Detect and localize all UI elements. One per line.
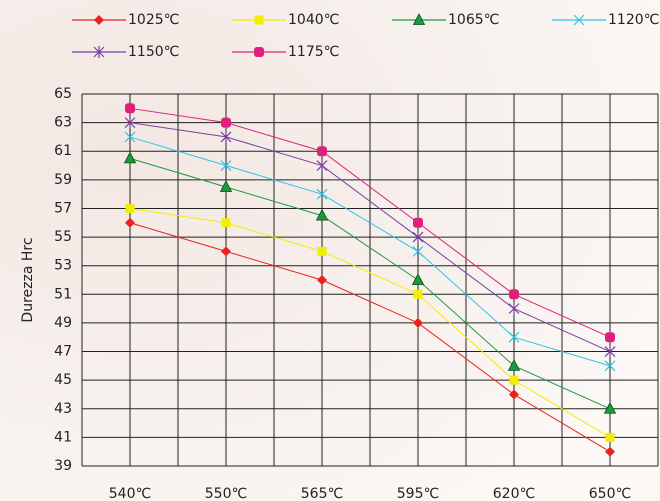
legend-marker [255,16,264,25]
y-tick-label: 53 [54,258,72,274]
data-point [317,146,327,156]
y-tick-label: 65 [54,86,72,102]
legend-label: 1025℃ [128,12,179,28]
data-point [606,433,615,442]
data-point [509,289,519,299]
data-point [510,376,519,385]
x-tick-label: 565℃ [301,486,343,501]
y-axis-label: Durezza Hrc [20,237,36,322]
data-point [222,218,231,227]
y-tick-label: 59 [54,172,72,188]
data-point [414,290,423,299]
y-tick-label: 61 [54,143,72,159]
x-tick-label: 550℃ [205,486,247,501]
data-point [221,118,231,128]
legend-label: 1120℃ [608,12,659,28]
data-point [125,103,135,113]
legend-label: 1040℃ [288,12,339,28]
legend-marker [254,47,264,57]
x-tick-label: 595℃ [397,486,439,501]
y-tick-label: 45 [54,372,72,388]
data-point [605,332,615,342]
y-tick-label: 57 [54,200,72,216]
y-tick-label: 47 [54,344,72,360]
y-tick-label: 63 [54,115,72,131]
background [0,0,660,501]
x-tick-label: 540℃ [109,486,151,501]
y-tick-label: 55 [54,229,72,245]
y-tick-label: 51 [54,286,72,302]
y-tick-label: 41 [54,429,72,445]
y-tick-label: 43 [54,401,72,417]
x-tick-label: 620℃ [493,486,535,501]
y-tick-label: 39 [54,458,72,474]
legend-label: 1150℃ [128,44,179,60]
data-point [413,218,423,228]
legend-label: 1175℃ [288,44,339,60]
data-point [318,247,327,256]
data-point [126,204,135,213]
legend-label: 1065℃ [448,12,499,28]
chart: Durezza Hrc 39 41 43 45 47 49 51 53 55 57 59 61 63 65… [0,0,660,501]
x-tick-label: 650℃ [589,486,631,501]
y-tick-label: 49 [54,315,72,331]
